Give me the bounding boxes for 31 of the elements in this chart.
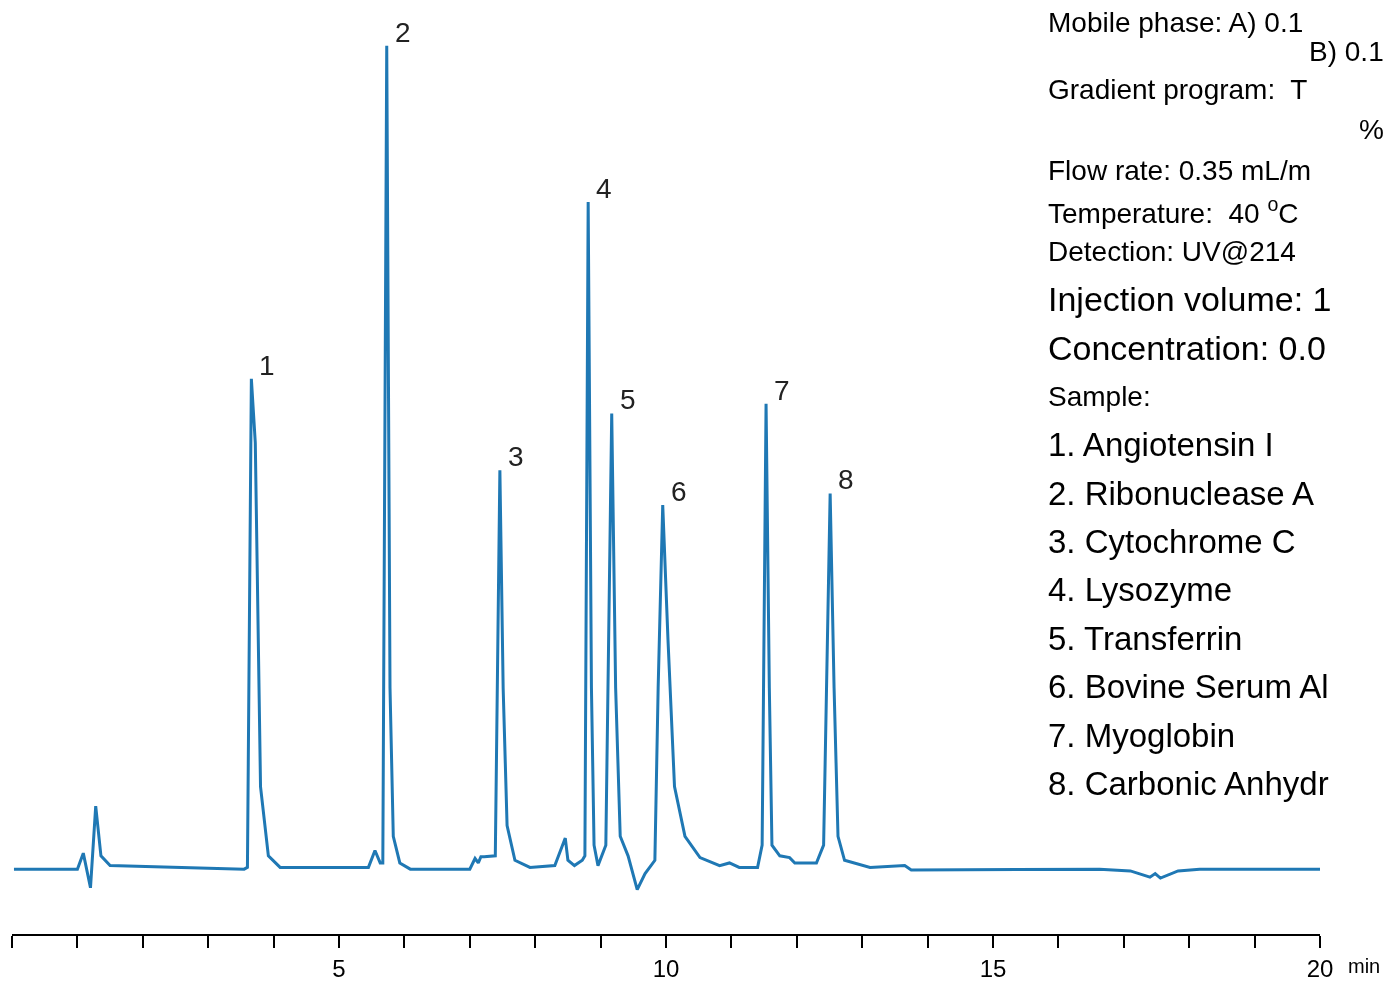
annotation: 8	[838, 464, 854, 495]
annotation: Sample:	[1048, 381, 1151, 412]
x-tick-label: 5	[332, 954, 346, 982]
x-tick-label: 15	[979, 954, 1007, 982]
annotation: 5	[620, 384, 636, 415]
x-tick-label: 10	[652, 954, 680, 982]
annotation: Detection: UV@214	[1048, 236, 1296, 267]
annotation: Injection volume: 1	[1048, 280, 1332, 318]
annotation: 4. Lysozyme	[1048, 571, 1233, 608]
annotation: 8. Carbonic Anhydr	[1048, 765, 1329, 802]
text: Mobile phase: A) 0.1	[1048, 7, 1304, 38]
annotation: 6. Bovine Serum Al	[1048, 668, 1329, 705]
annotation: 2. Ribonuclease A	[1048, 475, 1315, 512]
annotation: 3	[508, 441, 524, 472]
annotation: 3. Cytochrome C	[1048, 523, 1296, 560]
x-tick-label: 20	[1306, 954, 1334, 982]
annotation: 1	[259, 350, 275, 381]
annotation: 6	[671, 476, 687, 507]
annotation: Concentration: 0.0	[1048, 329, 1326, 367]
annotation: 7	[774, 375, 790, 406]
annotation: 2	[395, 17, 411, 48]
annotation: Temperature: 40 $^{o}$C	[1048, 193, 1299, 229]
annotation: Gradient program: T	[1048, 74, 1308, 105]
annotation: Flow rate: 0.35 mL/m	[1048, 155, 1311, 186]
text: %	[1359, 114, 1384, 145]
x-axis-title: min	[1348, 955, 1381, 977]
annotation: 1. Angiotensin I	[1048, 426, 1274, 463]
annotation: 4	[596, 173, 612, 204]
annotation: B) 0.1	[1309, 36, 1384, 67]
annotation: 7. Myoglobin	[1048, 717, 1236, 754]
annotation: 5. Transferrin	[1048, 620, 1243, 657]
